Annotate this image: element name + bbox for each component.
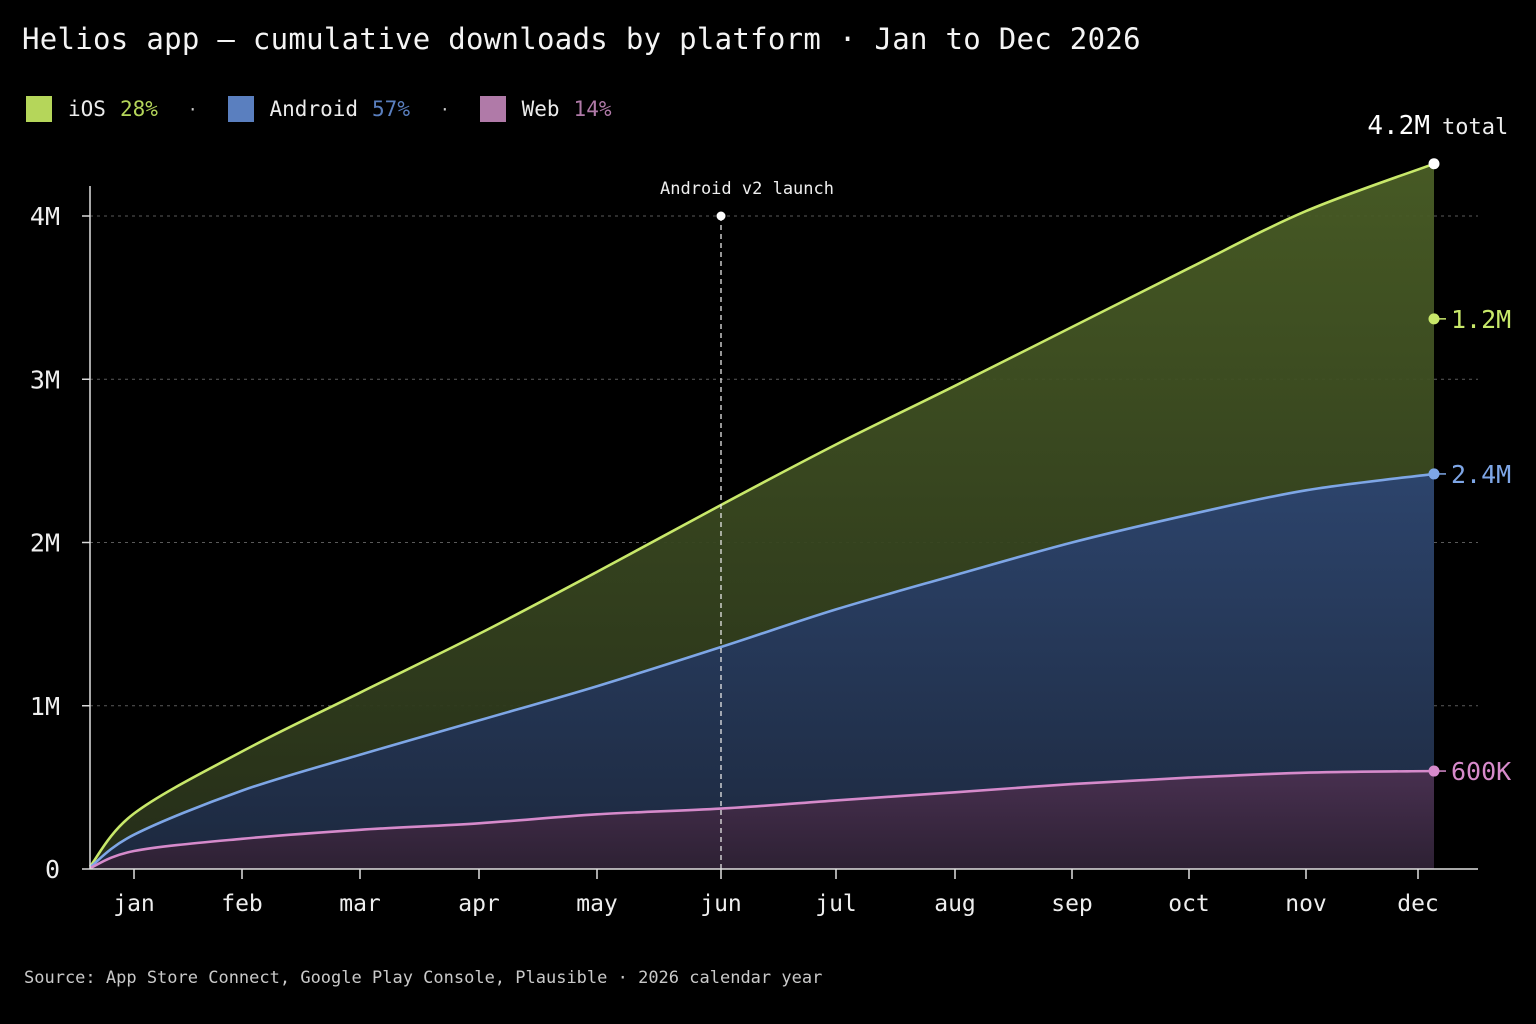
legend-item-ios: iOS 28% [26, 96, 158, 122]
x-tick-label: may [576, 891, 618, 917]
end-label-web: 600K [1451, 757, 1511, 786]
y-tick-label: 3M [30, 365, 60, 394]
legend-label-android: Android [269, 97, 359, 121]
area-web [90, 771, 1434, 869]
legend-label-ios: iOS [68, 97, 106, 121]
legend-swatch-web [479, 96, 506, 122]
series-line-ios [88, 162, 1435, 868]
x-tick-label: jun [700, 891, 742, 917]
legend-swatch-android [227, 96, 254, 122]
series-line-web [89, 769, 1435, 870]
end-label-android: 2.4M [1451, 460, 1511, 489]
source-note: Source: App Store Connect, Google Play C… [24, 968, 823, 988]
area-layer [88, 162, 1435, 870]
legend-item-android: Android 57% [227, 96, 410, 122]
total-dot [1428, 158, 1440, 170]
total-value: 4.2M [1367, 111, 1430, 141]
legend-item-web: Web 14% [479, 96, 612, 122]
x-tick-label: feb [221, 891, 263, 917]
total-label: total [1442, 115, 1508, 140]
y-tick-label: 4M [30, 202, 60, 231]
x-tick-label: apr [458, 891, 500, 917]
area-android [90, 473, 1434, 869]
legend: iOS 28% · Android 57% · Web 14% [26, 96, 611, 122]
x-tick-label: dec [1397, 891, 1439, 917]
x-tick-label: jul [815, 891, 857, 917]
annotation-label: Android v2 launch [660, 179, 834, 199]
annotation-dot [716, 211, 726, 221]
y-tick-label: 0 [45, 855, 60, 884]
legend-separator: · [439, 99, 450, 119]
legend-pct-web: 14% [573, 97, 612, 121]
x-tick-label: jan [113, 891, 155, 917]
series-line-android [89, 472, 1435, 869]
end-label-ios: 1.2M [1451, 305, 1511, 334]
chart-title: Helios app — cumulative downloads by pla… [22, 22, 1141, 56]
x-tick-label: sep [1051, 891, 1093, 917]
legend-pct-android: 57% [372, 97, 410, 121]
axis-layer: 0 1M 2M 3M 4M jan feb mar apr may jun jul aug sep oct n… [30, 186, 1478, 917]
annotation-layer: Android v2 launch [660, 179, 834, 869]
y-tick-label: 1M [30, 692, 60, 721]
x-tick-label: aug [934, 891, 976, 917]
label-layer: 4.2M total 1.2M 2.4M 600K [1367, 111, 1511, 786]
x-tick-label: nov [1285, 891, 1327, 917]
legend-separator: · [187, 99, 198, 119]
legend-swatch-ios [26, 96, 52, 122]
legend-label-web: Web [521, 97, 560, 121]
x-tick-label: oct [1168, 891, 1210, 917]
legend-pct-ios: 28% [119, 97, 158, 121]
y-tick-label: 2M [30, 529, 60, 558]
x-tick-label: mar [339, 891, 381, 917]
